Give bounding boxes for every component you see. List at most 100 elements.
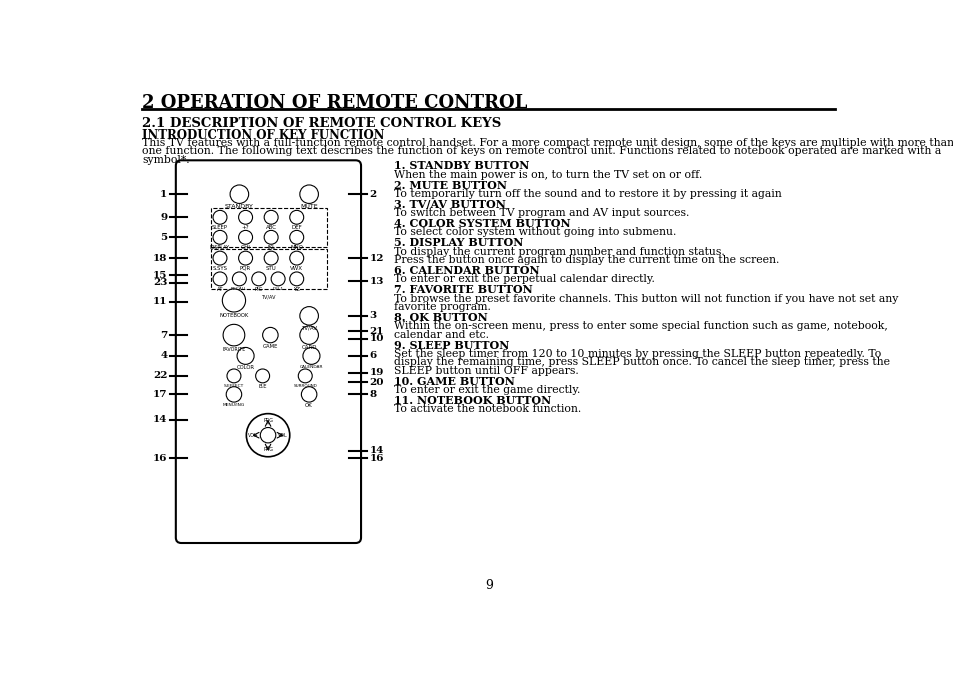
Circle shape: [290, 230, 303, 244]
Text: 14: 14: [152, 415, 167, 425]
Circle shape: [260, 427, 275, 443]
Text: CARD: CARD: [301, 345, 316, 350]
Text: VOL: VOL: [277, 433, 288, 437]
Text: 3. TV/AV BUTTON: 3. TV/AV BUTTON: [394, 199, 506, 210]
Text: 2. MUTE BUTTON: 2. MUTE BUTTON: [394, 180, 507, 190]
Text: 8. OK BUTTON: 8. OK BUTTON: [394, 312, 488, 323]
Text: To browse the preset favorite channels. This button will not function if you hav: To browse the preset favorite channels. …: [394, 294, 898, 304]
Bar: [211, 249, 327, 289]
Text: 10. GAME BUTTON: 10. GAME BUTTON: [394, 376, 515, 387]
Text: TV/AV: TV/AV: [301, 326, 316, 331]
Circle shape: [238, 211, 253, 224]
Text: 5: 5: [160, 233, 167, 242]
Text: 3: 3: [369, 311, 376, 321]
Text: GHI: GHI: [240, 245, 251, 250]
Circle shape: [290, 272, 303, 286]
Text: S.SYS: S.SYS: [213, 266, 227, 271]
Text: 6. CALENDAR BUTTON: 6. CALENDAR BUTTON: [394, 265, 539, 276]
Text: FAVORITE: FAVORITE: [222, 347, 245, 352]
Text: one function. The following text describes the function of keys on remote contro: one function. The following text describ…: [142, 146, 941, 157]
Text: display the remaining time, press SLEEP button once. To cancel the sleep timer, : display the remaining time, press SLEEP …: [394, 358, 889, 367]
Text: SLEEP: SLEEP: [212, 225, 228, 230]
Text: 11: 11: [152, 298, 167, 306]
Text: 16: 16: [369, 454, 384, 463]
Text: 4. COLOR SYSTEM BUTTON: 4. COLOR SYSTEM BUTTON: [394, 218, 571, 229]
Text: DEL1: DEL1: [273, 287, 283, 291]
Text: 1: 1: [160, 190, 167, 198]
Text: OK: OK: [305, 403, 313, 408]
Text: PRG: PRG: [263, 448, 273, 452]
Circle shape: [264, 230, 278, 244]
Text: INTRODUCTION OF KEY FUNCTION: INTRODUCTION OF KEY FUNCTION: [142, 129, 385, 142]
Circle shape: [303, 348, 319, 364]
Text: 5. DISPLAY BUTTON: 5. DISPLAY BUTTON: [394, 238, 523, 248]
Text: 10: 10: [369, 334, 384, 344]
Text: 8: 8: [369, 390, 376, 399]
Circle shape: [262, 327, 278, 343]
Text: To enter or exit the game directly.: To enter or exit the game directly.: [394, 385, 580, 395]
Text: DISPLAY: DISPLAY: [210, 245, 230, 250]
Circle shape: [230, 185, 249, 203]
Text: 17: 17: [152, 390, 167, 399]
Text: PIC: PIC: [254, 287, 263, 292]
Text: COLOR: COLOR: [236, 365, 254, 370]
Text: To switch between TV program and AV input sources.: To switch between TV program and AV inpu…: [394, 208, 689, 218]
Text: VWX: VWX: [290, 266, 303, 271]
Circle shape: [264, 211, 278, 224]
Circle shape: [301, 387, 316, 402]
Text: symbol*.: symbol*.: [142, 155, 190, 165]
Text: 11. NOTEBOOK BUTTON: 11. NOTEBOOK BUTTON: [394, 395, 551, 406]
Text: Press the button once again to display the current time on the screen.: Press the button once again to display t…: [394, 255, 779, 265]
Text: RECALL: RECALL: [231, 287, 248, 291]
Text: GAME: GAME: [262, 344, 277, 348]
Text: MUTE: MUTE: [300, 205, 317, 209]
Text: 13: 13: [369, 277, 383, 286]
Text: MNO: MNO: [290, 245, 303, 250]
Circle shape: [227, 369, 241, 383]
Text: To temporarily turn off the sound and to restore it by pressing it again: To temporarily turn off the sound and to…: [394, 189, 781, 199]
Text: 9. SLEEP BUTTON: 9. SLEEP BUTTON: [394, 340, 509, 351]
Text: SLEEP button until OFF appears.: SLEEP button until OFF appears.: [394, 366, 578, 376]
Circle shape: [264, 251, 278, 265]
Circle shape: [223, 324, 245, 346]
Text: 23: 23: [152, 278, 167, 288]
Text: To select color system without going into submenu.: To select color system without going int…: [394, 227, 676, 238]
Circle shape: [238, 230, 253, 244]
Text: 9: 9: [160, 213, 167, 222]
Text: NOTEBOOK: NOTEBOOK: [219, 313, 249, 318]
Text: 2.1 DESCRIPTION OF REMOTE CONTROL KEYS: 2.1 DESCRIPTION OF REMOTE CONTROL KEYS: [142, 117, 501, 130]
Text: 2: 2: [369, 190, 376, 198]
Circle shape: [299, 306, 318, 325]
Circle shape: [213, 251, 227, 265]
Circle shape: [252, 272, 266, 286]
Text: 4: 4: [160, 352, 167, 360]
Text: ABC: ABC: [265, 225, 276, 230]
Circle shape: [299, 326, 318, 344]
Text: 14: 14: [369, 446, 383, 455]
Text: 19: 19: [369, 369, 383, 377]
Text: This TV features with a full-function remote control handset. For a more compact: This TV features with a full-function re…: [142, 138, 953, 148]
Text: 7: 7: [160, 331, 167, 340]
Text: To enter or exit the perpetual calendar directly.: To enter or exit the perpetual calendar …: [394, 274, 655, 284]
Text: S.EFFECT: S.EFFECT: [224, 383, 244, 387]
Text: To display the current program number and function status.: To display the current program number an…: [394, 246, 724, 256]
Text: STANDBY: STANDBY: [225, 205, 253, 209]
Text: 18: 18: [152, 254, 167, 263]
Text: TV/AV: TV/AV: [260, 294, 275, 299]
Text: PRG: PRG: [263, 418, 273, 423]
Circle shape: [213, 211, 227, 224]
Text: 12: 12: [369, 254, 384, 263]
FancyBboxPatch shape: [175, 160, 360, 543]
Text: YZ: YZ: [293, 287, 300, 292]
Text: 6: 6: [369, 352, 376, 360]
Text: DEF: DEF: [291, 225, 302, 230]
Text: calendar and etc.: calendar and etc.: [394, 329, 489, 340]
Bar: [211, 208, 327, 247]
Text: 20: 20: [369, 377, 384, 387]
Circle shape: [213, 272, 227, 286]
Text: AT: AT: [216, 287, 223, 292]
Text: 1. STANDBY BUTTON: 1. STANDBY BUTTON: [394, 160, 529, 171]
Circle shape: [290, 211, 303, 224]
Circle shape: [271, 272, 285, 286]
Circle shape: [236, 348, 253, 364]
